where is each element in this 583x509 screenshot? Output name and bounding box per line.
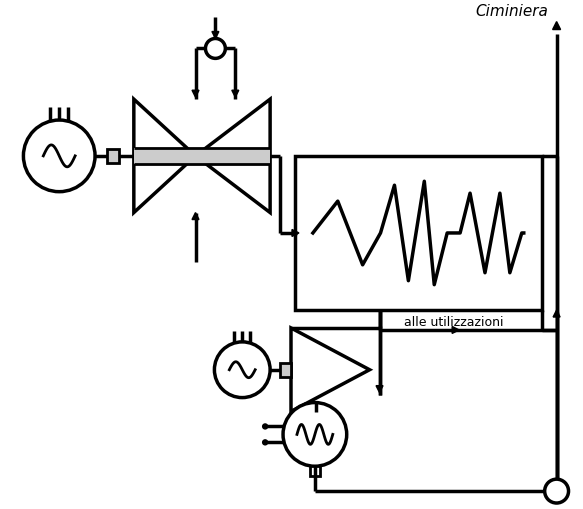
Polygon shape [376, 386, 383, 393]
Circle shape [545, 479, 568, 503]
Circle shape [205, 39, 226, 59]
Polygon shape [192, 91, 199, 98]
Text: alle utilizzazioni: alle utilizzazioni [405, 316, 504, 328]
Circle shape [283, 403, 347, 466]
Bar [107, 150, 119, 163]
Polygon shape [291, 328, 370, 412]
Bar [134, 149, 270, 164]
Polygon shape [134, 100, 195, 213]
Circle shape [215, 342, 270, 398]
Circle shape [263, 440, 268, 445]
Text: Ciminiera: Ciminiera [476, 4, 549, 18]
Polygon shape [292, 230, 299, 237]
Polygon shape [232, 91, 239, 98]
Polygon shape [553, 310, 560, 318]
Polygon shape [452, 327, 459, 334]
Polygon shape [553, 22, 561, 31]
Polygon shape [212, 33, 219, 39]
Bar [280, 363, 291, 377]
Circle shape [23, 121, 95, 192]
Bar [310, 466, 320, 476]
Polygon shape [195, 100, 270, 213]
Circle shape [263, 424, 268, 429]
Bar [295, 157, 542, 310]
Polygon shape [192, 213, 199, 220]
